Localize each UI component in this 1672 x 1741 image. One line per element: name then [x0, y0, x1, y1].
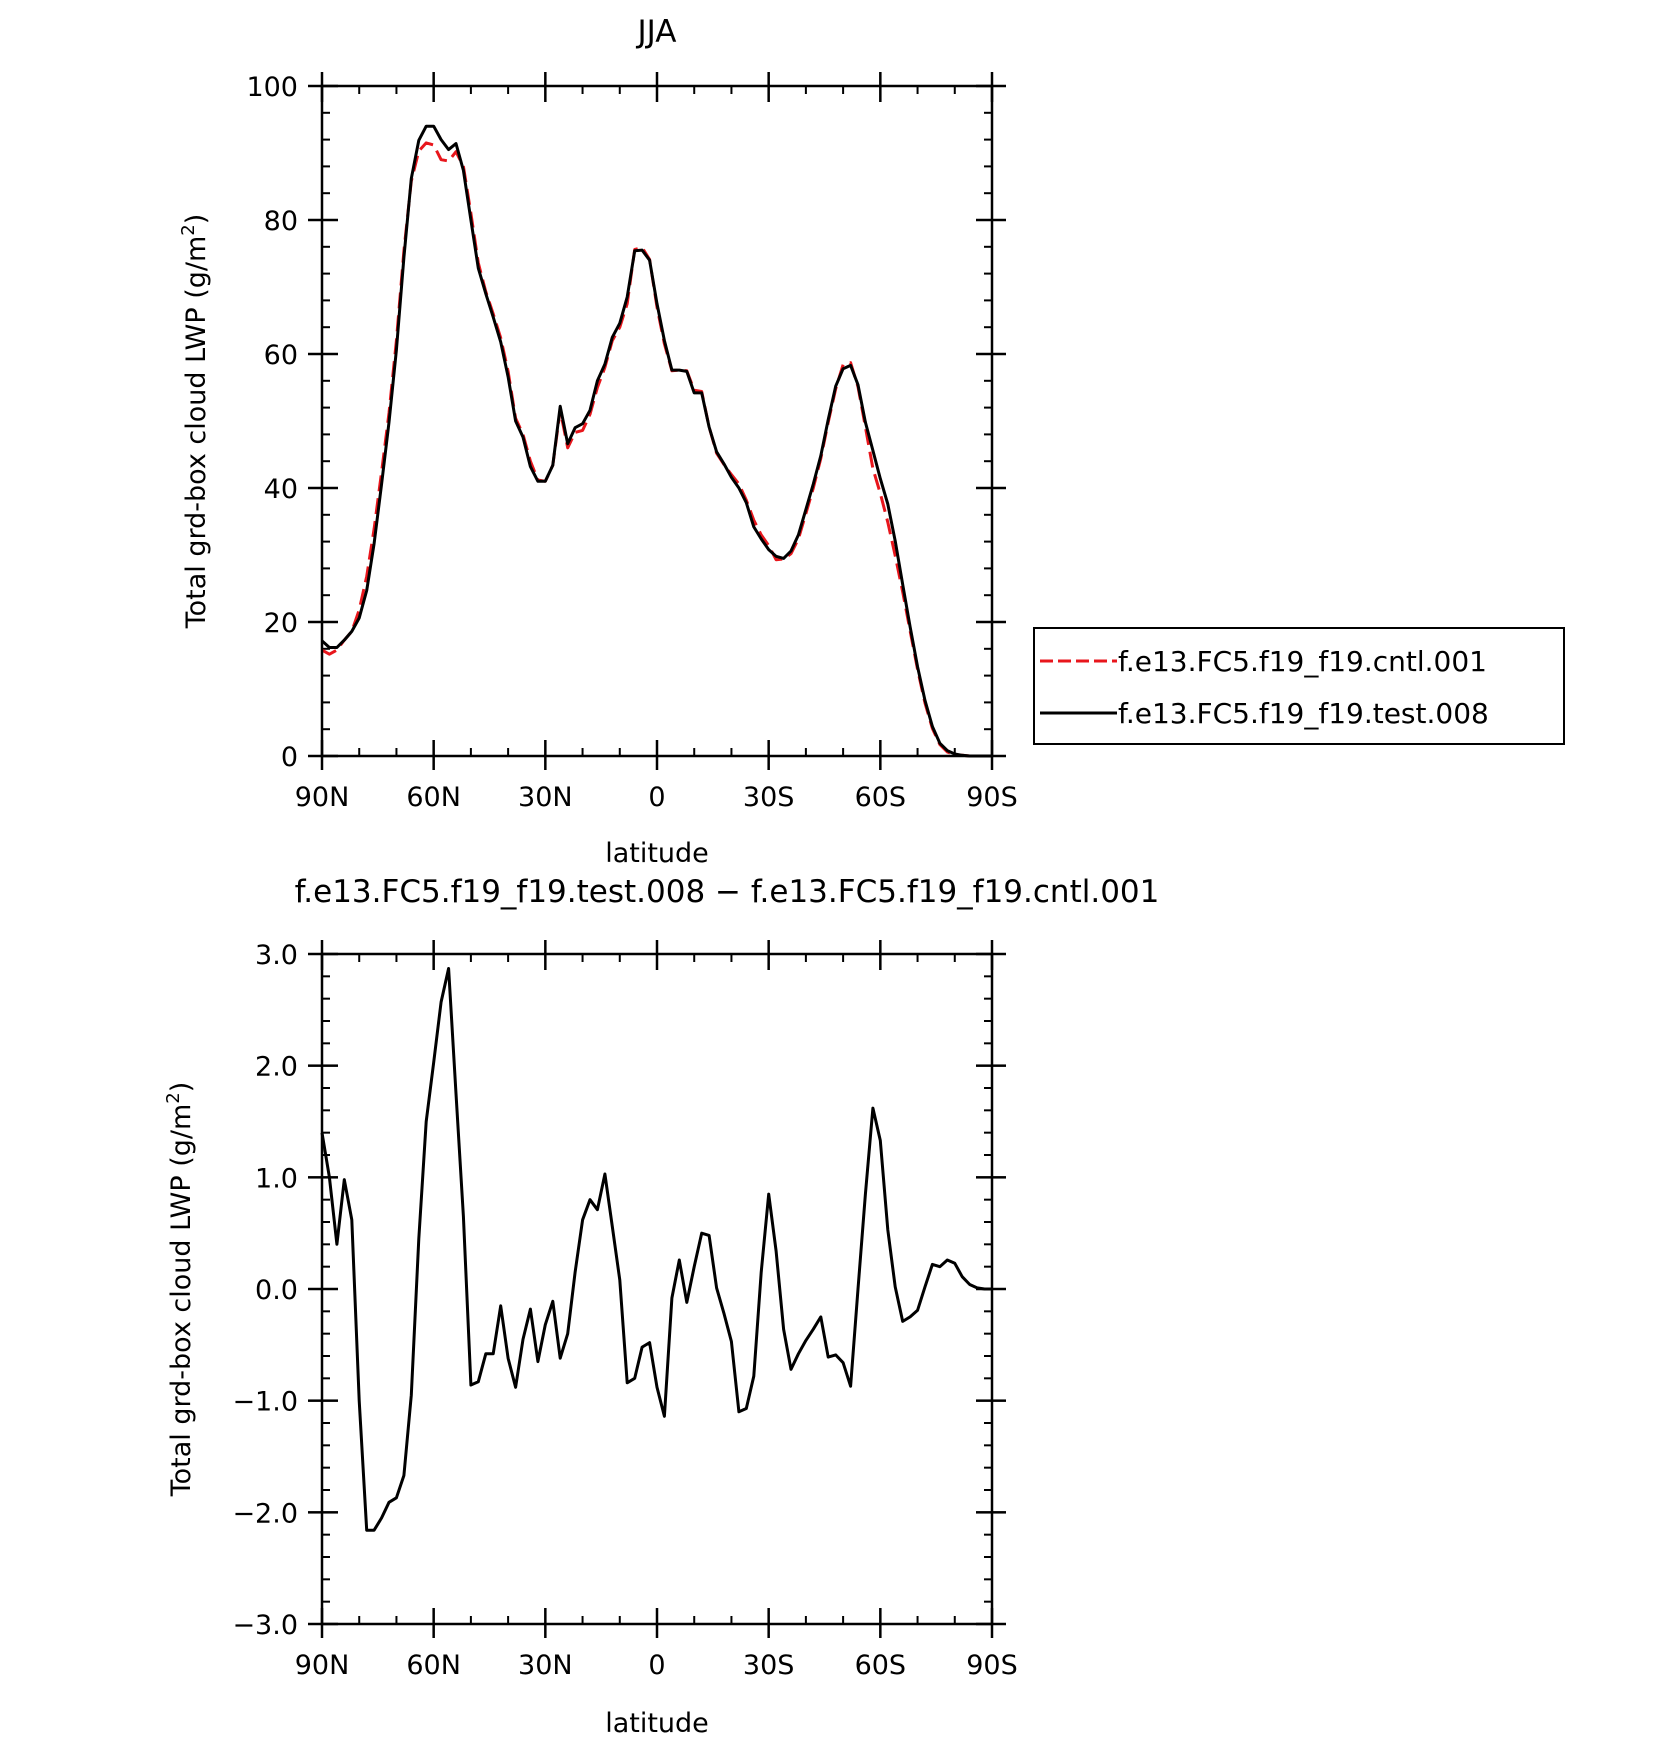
y-tick-label: −2.0: [232, 1498, 298, 1529]
tick-labels-bottom: 90N 60N 30N 0 30S 60S 90S −3.0 −2.0 −1.0 0.0 1.0 2.0…: [232, 940, 1017, 1681]
series-group-top: [320, 124, 992, 758]
y-axis-label-top: Total grd-box cloud LWP (g/m2): [178, 214, 212, 630]
y-tick-label: 60: [264, 340, 298, 371]
y-axis-label-bottom-sup: 2: [163, 1092, 184, 1103]
x-tick-label: 30S: [743, 782, 795, 813]
x-tick-label: 30S: [743, 1650, 795, 1681]
legend-label-cntl: f.e13.FC5.f19_f19.cntl.001: [1118, 645, 1487, 678]
series-line-f-e13-fc5-f19-f19-test-008: [320, 124, 992, 758]
y-axis-label-top-main: Total grd-box cloud LWP (g/m: [181, 236, 212, 630]
x-tick-label: 90N: [295, 782, 350, 813]
y-tick-label: 0: [281, 742, 298, 773]
y-tick-label: 20: [264, 608, 298, 639]
chart-title-top: JJA: [636, 14, 677, 50]
x-axis-label-bottom: latitude: [605, 1708, 709, 1739]
y-axis-label-bottom: Total grd-box cloud LWP (g/m2): [163, 1082, 197, 1498]
x-tick-label: 60S: [855, 1650, 907, 1681]
series-line-f-e13-fc5-f19-f19-cntl-001: [321, 141, 992, 758]
chart-bottom: f.e13.FC5.f19_f19.test.008 − f.e13.FC5.f…: [163, 874, 1159, 1739]
plot-frame-top: [320, 84, 994, 758]
legend-label-test: f.e13.FC5.f19_f19.test.008: [1118, 697, 1489, 730]
y-tick-label: −1.0: [232, 1387, 298, 1418]
x-tick-label: 60S: [855, 782, 907, 813]
y-axis-label-bottom-main: Total grd-box cloud LWP (g/m: [166, 1104, 197, 1498]
legend: f.e13.FC5.f19_f19.cntl.001 f.e13.FC5.f19…: [1033, 627, 1565, 745]
x-axis-label-top: latitude: [605, 838, 709, 869]
chart-title-bottom: f.e13.FC5.f19_f19.test.008 − f.e13.FC5.f…: [295, 874, 1160, 910]
y-tick-label: 100: [246, 72, 298, 103]
y-axis-label-top-sup: 2: [178, 224, 199, 235]
tick-labels-top: 90N 60N 30N 0 30S 60S 90S 0 20 40 60 80 100: [246, 72, 1017, 813]
series-line-difference: [320, 967, 992, 1532]
x-tick-label: 60N: [406, 1650, 461, 1681]
axis-ticks-bottom: [308, 940, 1006, 1638]
chart-top: JJA Total grd-box cloud LWP (g/m2) latit…: [178, 14, 1018, 869]
y-tick-label: 0.0: [255, 1275, 298, 1306]
x-tick-label: 90S: [966, 1650, 1018, 1681]
y-tick-label: 80: [264, 206, 298, 237]
y-tick-label: 1.0: [255, 1163, 298, 1194]
series-group-bottom: [320, 967, 992, 1532]
x-tick-label: 30N: [518, 1650, 573, 1681]
y-tick-label: 40: [264, 474, 298, 505]
y-tick-label: 3.0: [255, 940, 298, 971]
x-tick-label: 60N: [406, 782, 461, 813]
y-axis-label-top-close: ): [181, 214, 212, 225]
y-tick-label: −3.0: [232, 1610, 298, 1641]
x-tick-label: 90S: [966, 782, 1018, 813]
x-tick-label: 30N: [518, 782, 573, 813]
y-tick-label: 2.0: [255, 1052, 298, 1083]
y-axis-label-bottom-close: ): [166, 1082, 197, 1093]
legend-box: [1033, 627, 1565, 745]
x-tick-label: 0: [648, 782, 665, 813]
x-tick-label: 0: [648, 1650, 665, 1681]
x-tick-label: 90N: [295, 1650, 350, 1681]
plot-frame-bottom: [320, 952, 994, 1626]
